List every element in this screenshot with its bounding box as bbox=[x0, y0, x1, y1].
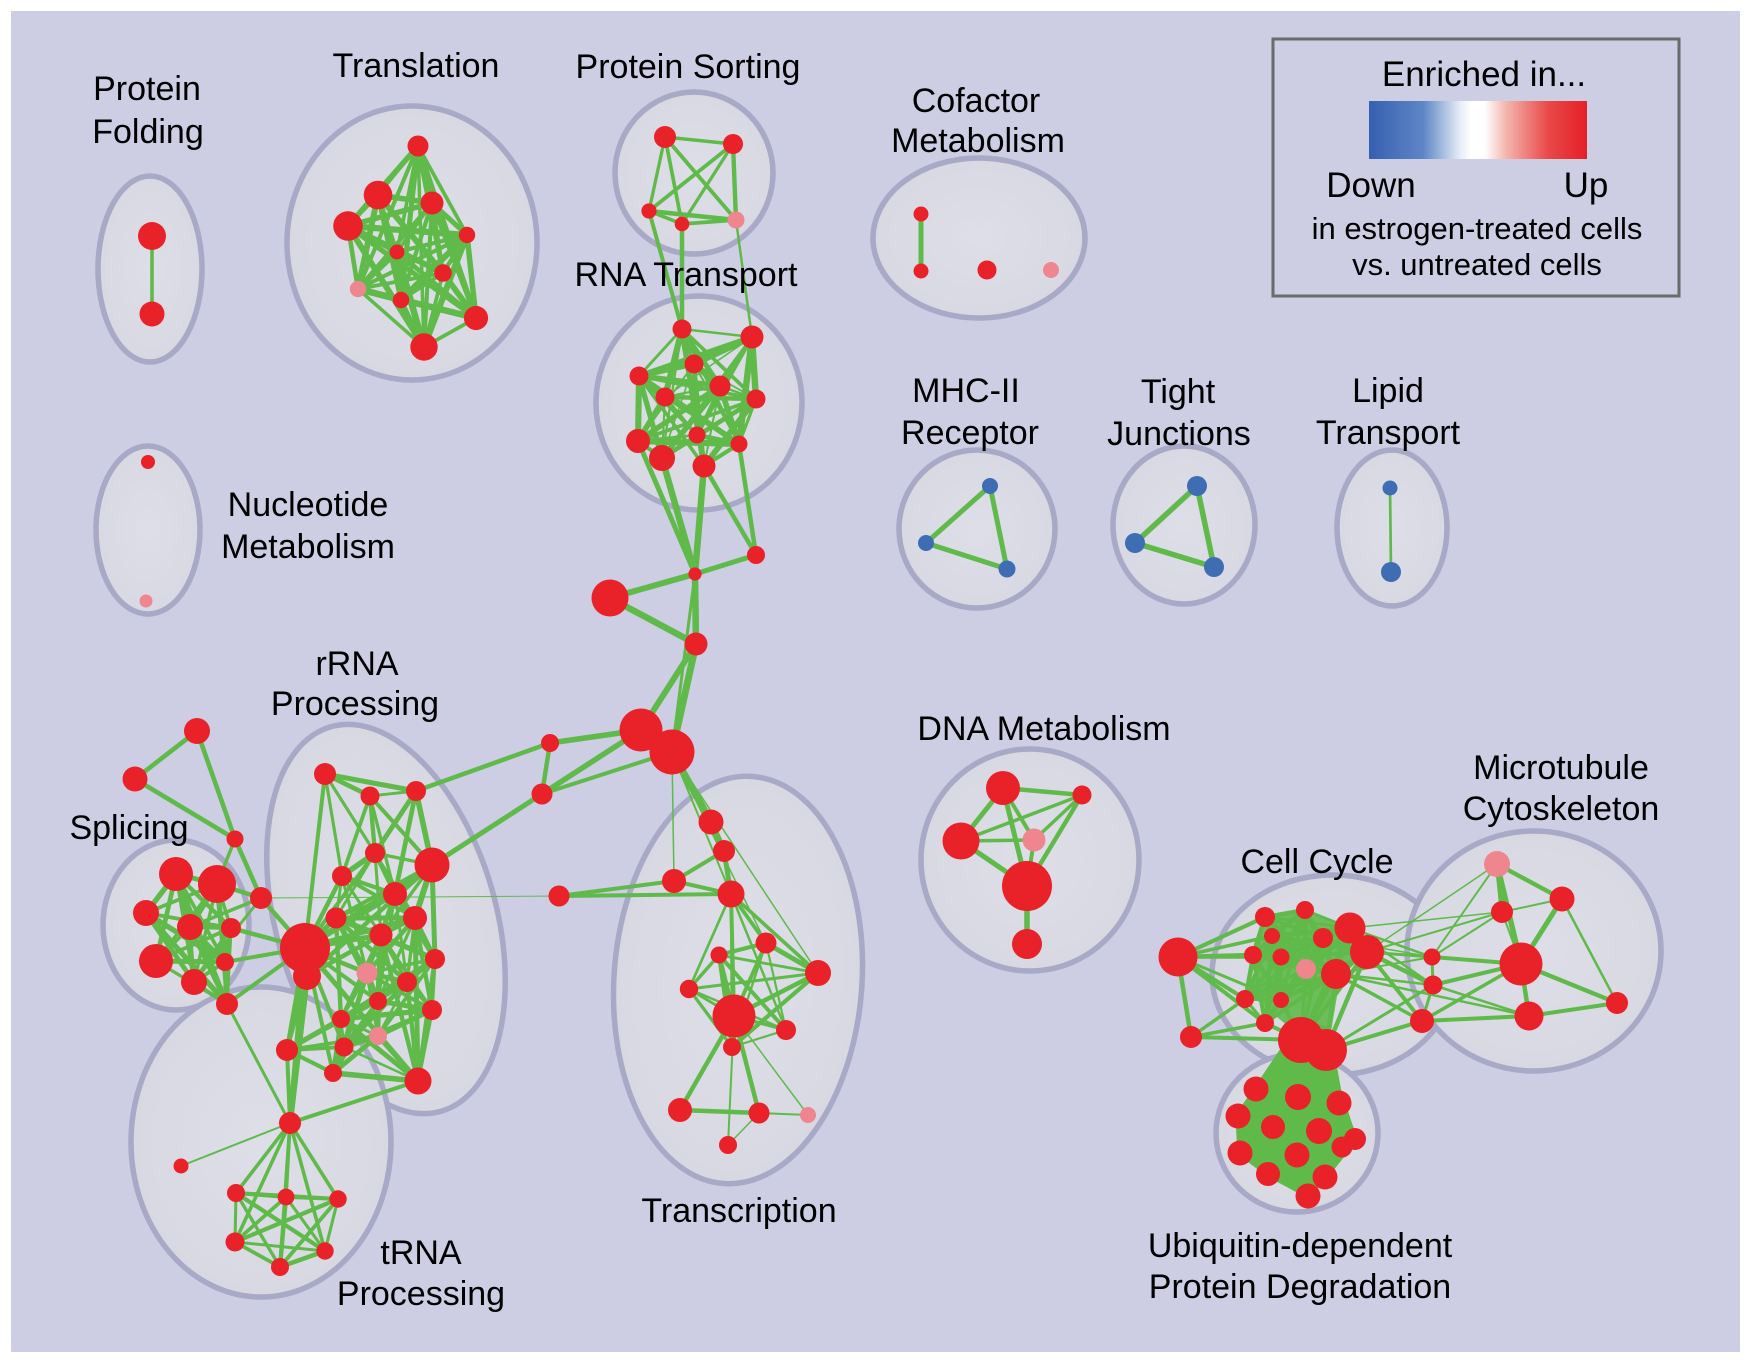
svg-text:Junctions: Junctions bbox=[1107, 415, 1251, 453]
svg-text:Cofactor: Cofactor bbox=[912, 82, 1041, 120]
svg-text:rRNA: rRNA bbox=[315, 645, 398, 683]
svg-text:in estrogen-treated cells: in estrogen-treated cells bbox=[1312, 211, 1643, 246]
svg-text:Tight: Tight bbox=[1141, 373, 1216, 411]
svg-text:Cell Cycle: Cell Cycle bbox=[1240, 843, 1393, 881]
svg-text:Translation: Translation bbox=[333, 47, 500, 85]
svg-text:Nucleotide: Nucleotide bbox=[228, 486, 389, 524]
svg-text:Processing: Processing bbox=[271, 685, 439, 723]
svg-text:Enriched in...: Enriched in... bbox=[1382, 55, 1586, 94]
svg-text:RNA Transport: RNA Transport bbox=[575, 256, 799, 294]
svg-text:Protein Degradation: Protein Degradation bbox=[1149, 1268, 1451, 1306]
svg-text:Down: Down bbox=[1326, 166, 1415, 205]
svg-text:Transport: Transport bbox=[1316, 414, 1461, 452]
svg-text:Protein Sorting: Protein Sorting bbox=[576, 48, 801, 86]
svg-text:Protein: Protein bbox=[93, 70, 201, 108]
svg-text:Microtubule: Microtubule bbox=[1473, 749, 1649, 787]
svg-text:MHC-II: MHC-II bbox=[912, 372, 1020, 410]
svg-text:Folding: Folding bbox=[92, 113, 204, 151]
svg-text:tRNA: tRNA bbox=[380, 1234, 462, 1272]
svg-text:Ubiquitin-dependent: Ubiquitin-dependent bbox=[1148, 1227, 1453, 1265]
svg-text:Cytoskeleton: Cytoskeleton bbox=[1463, 790, 1660, 828]
svg-text:Splicing: Splicing bbox=[69, 809, 188, 847]
svg-text:Metabolism: Metabolism bbox=[891, 122, 1065, 160]
svg-text:Processing: Processing bbox=[337, 1275, 505, 1313]
svg-text:Receptor: Receptor bbox=[901, 414, 1039, 452]
svg-text:Transcription: Transcription bbox=[641, 1192, 836, 1230]
svg-text:DNA Metabolism: DNA Metabolism bbox=[917, 710, 1170, 748]
svg-text:Up: Up bbox=[1564, 166, 1609, 205]
svg-text:Lipid: Lipid bbox=[1352, 372, 1424, 410]
svg-text:Metabolism: Metabolism bbox=[221, 528, 395, 566]
svg-text:vs. untreated cells: vs. untreated cells bbox=[1352, 247, 1602, 282]
